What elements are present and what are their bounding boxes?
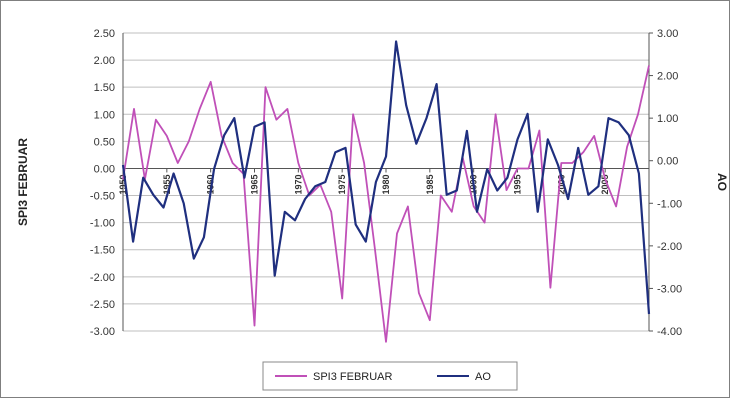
- x-tick-label: 1995: [513, 174, 523, 194]
- x-tick-label: 1970: [293, 174, 303, 194]
- y-left-tick-label: 1.00: [94, 109, 115, 121]
- y-left-tick-label: -1.50: [90, 245, 115, 257]
- y-left-tick-label: 2.50: [94, 28, 115, 40]
- x-tick-label: 1985: [425, 174, 435, 194]
- y-right-tick-label: 2.00: [657, 71, 678, 83]
- y-left-tick-label: -1.00: [90, 218, 115, 230]
- y-left-tick-label: -2.00: [90, 272, 115, 284]
- y-left-tick-label: 0.00: [94, 163, 115, 175]
- x-tick-label: 1980: [381, 174, 391, 194]
- y-right-tick-label: -3.00: [657, 283, 682, 295]
- x-tick-label: 2000: [556, 174, 566, 194]
- x-tick-label: 2005: [600, 174, 610, 194]
- y-right-tick-label: 0.00: [657, 156, 678, 168]
- legend-label-spi3: SPI3 FEBRUAR: [313, 371, 393, 383]
- legend: SPI3 FEBRUAR AO: [262, 361, 518, 391]
- x-tick-label: 1950: [118, 174, 128, 194]
- series-line-spi3: [122, 65, 650, 343]
- y-left-tick-label: -0.50: [90, 191, 115, 203]
- x-tick-label: 1975: [337, 174, 347, 194]
- axes-layer: 2.50 2.00 1.50 1.00 0.50 0.00 -0.50 -1.00 -1.50 -…: [90, 28, 682, 338]
- y-left-tick-label: 2.00: [94, 55, 115, 67]
- y-left-tick-label: 0.50: [94, 136, 115, 148]
- series-line-ao: [121, 40, 651, 315]
- x-tick-label: 1955: [162, 174, 172, 194]
- y-right-tick-label: -4.00: [657, 326, 682, 338]
- y-left-tick-label: -2.50: [90, 299, 115, 311]
- y-left-tick-label: -3.00: [90, 326, 115, 338]
- y-right-tick-label: 1.00: [657, 113, 678, 125]
- y-right-tick-label: -2.00: [657, 241, 682, 253]
- legend-label-ao: AO: [475, 371, 491, 383]
- y-right-tick-label: 3.00: [657, 28, 678, 40]
- y-left-tick-label: 1.50: [94, 82, 115, 94]
- y-axis-right-title: AO: [715, 173, 729, 191]
- series-layer: [121, 40, 651, 343]
- x-tick-label: 1965: [250, 174, 260, 194]
- y-axis-left-title: SPI3 FEBRUAR: [16, 138, 30, 226]
- y-right-tick-label: -1.00: [657, 198, 682, 210]
